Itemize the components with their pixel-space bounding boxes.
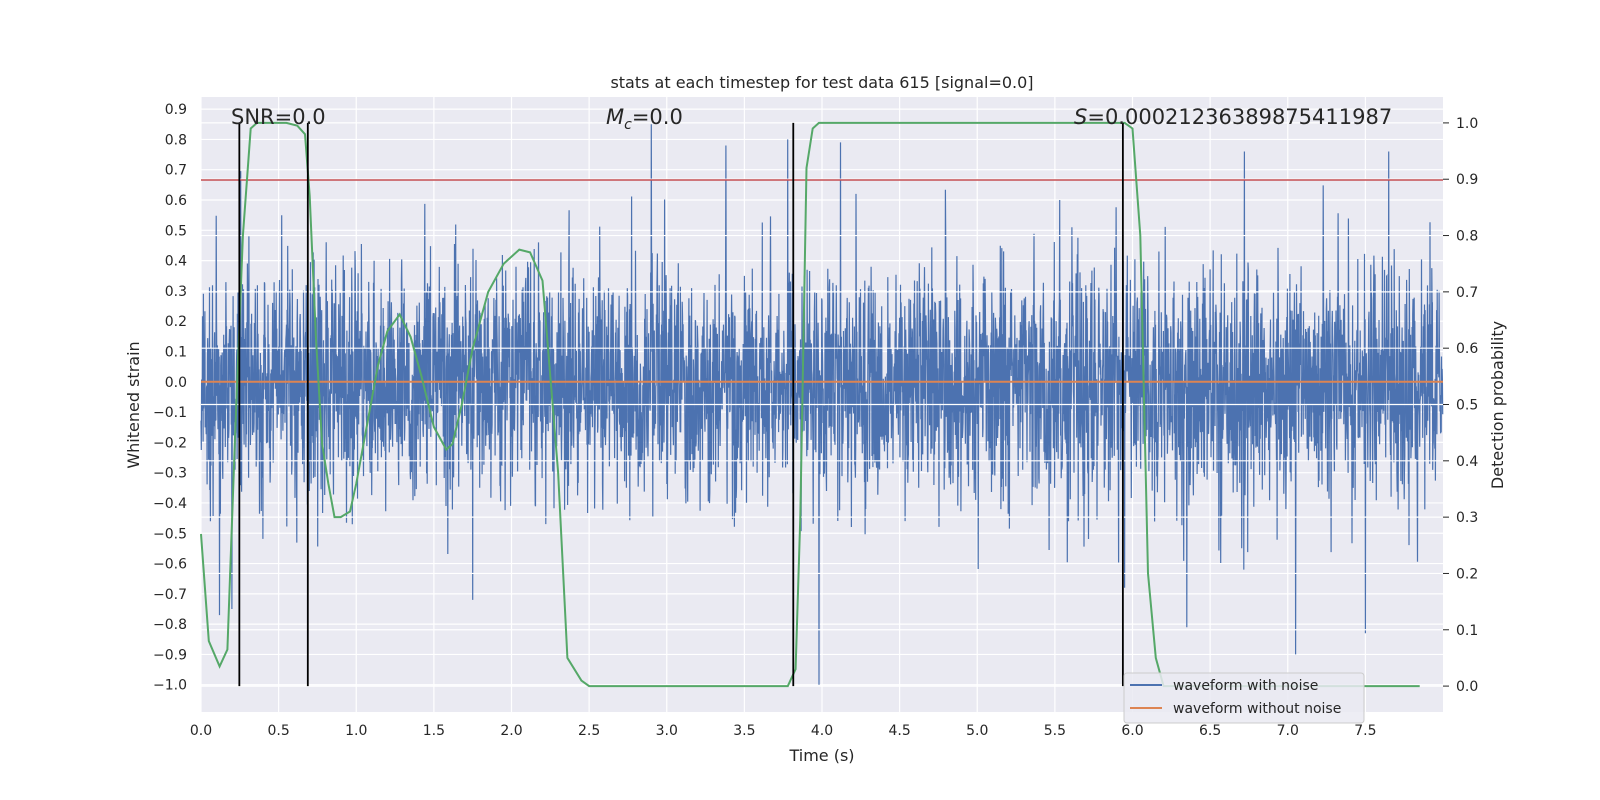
legend-box <box>1123 672 1365 724</box>
chirp-mass-annotation: Mc=0.0 <box>606 105 683 133</box>
y-tick-label: 0.6 <box>165 193 187 209</box>
waveform-with-noise-line <box>200 124 1444 685</box>
x-tick-label: 0.0 <box>190 723 212 739</box>
x-axis-label: Time (s) <box>788 746 854 765</box>
detection-probability-line <box>200 121 1420 688</box>
y-tick-label: −0.8 <box>153 617 187 633</box>
y2-tick-label: 0.9 <box>1456 172 1478 188</box>
chirp-mass-value: =0.0 <box>632 105 683 129</box>
x-tick-label: 1.0 <box>345 723 367 739</box>
y2-tick-label: 0.2 <box>1456 566 1478 582</box>
y-tick-label: −0.6 <box>153 557 187 573</box>
y2-tick-label: 0.8 <box>1456 229 1478 245</box>
x-tick-label: 5.0 <box>966 723 988 739</box>
y-tick-label: −0.9 <box>153 647 187 663</box>
y2-tick-label: 0.0 <box>1456 679 1478 695</box>
y-tick-label: 0.3 <box>165 284 187 300</box>
y-tick-label: −1.0 <box>153 678 187 694</box>
y2-tick-labels: 1.0 0.9 0.8 0.7 0.6 0.5 0.4 0.3 0.2 0.1 0.0 <box>1443 116 1478 695</box>
y2-tick-label: 0.1 <box>1456 623 1478 639</box>
x-tick-label: 2.0 <box>500 723 522 739</box>
x-tick-label: 3.5 <box>733 723 755 739</box>
y-tick-label: −0.7 <box>153 587 187 603</box>
y-tick-label: −0.1 <box>153 405 187 421</box>
x-tick-label: 1.5 <box>423 723 445 739</box>
y-tick-label: −0.3 <box>153 466 187 482</box>
legend: waveform with noise waveform without noi… <box>1123 672 1365 724</box>
noise-series-group <box>200 124 1444 685</box>
y2-tick-label: 1.0 <box>1456 116 1478 132</box>
y2-tick-label: 0.7 <box>1456 285 1478 301</box>
x-tick-label: 4.0 <box>811 723 833 739</box>
chirp-mass-symbol: M <box>606 105 624 129</box>
x-tick-label: 6.5 <box>1199 723 1221 739</box>
x-tick-label: 3.0 <box>656 723 678 739</box>
y2-axis-label: Detection probability <box>1488 321 1507 489</box>
legend-label-clean: waveform without noise <box>1173 701 1341 717</box>
y-tick-labels: 0.9 0.8 0.7 0.6 0.5 0.4 0.3 0.2 0.1 0.0 −0.1 −0.2 −0… <box>153 102 187 694</box>
y-axis-label: Whitened strain <box>124 341 143 468</box>
y2-tick-label: 0.5 <box>1456 398 1478 414</box>
x-tick-label: 7.0 <box>1277 723 1299 739</box>
s-annotation: S=0.00021236389875411987 <box>1074 105 1392 129</box>
chart-title: stats at each timestep for test data 615… <box>610 73 1033 92</box>
x-tick-labels: 0.0 0.5 1.0 1.5 2.0 2.5 3.0 3.5 4.0 4.5 5.0 5.5 6.0 6… <box>190 723 1377 739</box>
x-tick-label: 7.5 <box>1354 723 1376 739</box>
y-tick-label: −0.4 <box>153 496 187 512</box>
x-tick-label: 2.5 <box>578 723 600 739</box>
legend-label-noise: waveform with noise <box>1173 678 1318 694</box>
y2-tick-label: 0.4 <box>1456 454 1478 470</box>
x-tick-label: 4.5 <box>888 723 910 739</box>
s-value: =0.00021236389875411987 <box>1087 105 1392 129</box>
x-tick-label: 6.0 <box>1121 723 1143 739</box>
s-symbol: S <box>1074 105 1087 129</box>
y-tick-label: 0.2 <box>165 314 187 330</box>
y-tick-label: 0.4 <box>165 254 187 270</box>
y-tick-label: 0.0 <box>165 375 187 391</box>
y-tick-label: 0.8 <box>165 132 187 148</box>
y-tick-label: −0.5 <box>153 526 187 542</box>
y2-tick-label: 0.3 <box>1456 510 1478 526</box>
y-tick-label: 0.9 <box>165 102 187 118</box>
snr-annotation: SNR=0.0 <box>231 105 326 129</box>
detection-boundary-lines <box>238 122 1124 687</box>
y-tick-label: 0.5 <box>165 223 187 239</box>
y2-tick-label: 0.6 <box>1456 341 1478 357</box>
chirp-mass-subscript: c <box>624 117 632 133</box>
y-tick-label: 0.1 <box>165 344 187 360</box>
y-tick-label: 0.7 <box>165 163 187 179</box>
x-tick-label: 5.5 <box>1044 723 1066 739</box>
x-tick-label: 0.5 <box>267 723 289 739</box>
y-tick-label: −0.2 <box>153 435 187 451</box>
